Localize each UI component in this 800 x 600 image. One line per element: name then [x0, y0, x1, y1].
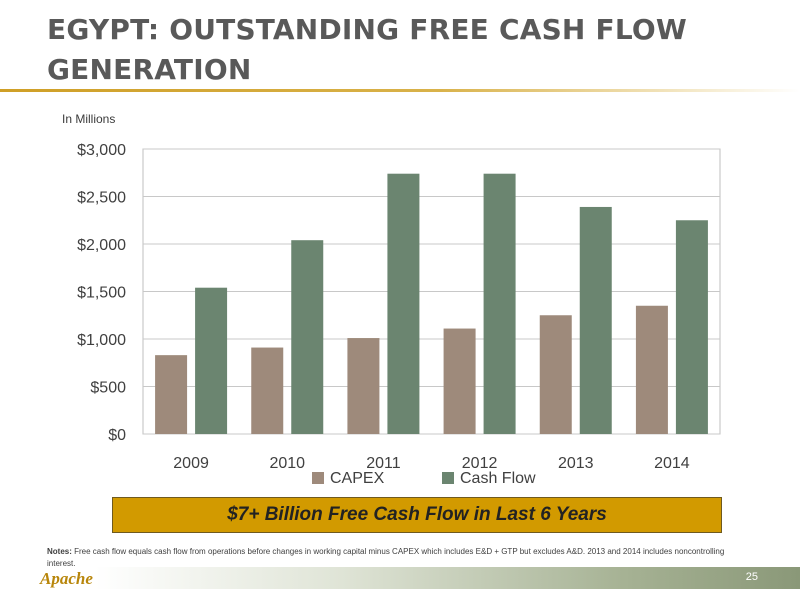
- footnote-text: Free cash flow equals cash flow from ope…: [47, 547, 725, 568]
- footnote: Notes: Free cash flow equals cash flow f…: [47, 546, 747, 570]
- x-tick-label: 2010: [269, 455, 305, 472]
- bar-cash-flow-2012: [483, 173, 516, 434]
- y-tick-label: $1,000: [77, 332, 126, 349]
- legend-layer: CAPEX Cash Flow: [312, 470, 536, 487]
- apache-logo: Apache: [40, 569, 93, 588]
- axis-layer: $0 $500 $1,000 $1,500 $2,000 $2,500 $3,000 2009…: [77, 142, 690, 472]
- x-tick-label: 2014: [654, 455, 690, 472]
- y-tick-label: $2,500: [77, 190, 126, 207]
- bars-layer: [155, 173, 708, 434]
- y-tick-label: $3,000: [77, 142, 126, 159]
- legend-swatch-capex: [312, 472, 324, 484]
- bar-cash-flow-2010: [291, 240, 324, 434]
- legend-label-capex: CAPEX: [330, 470, 385, 487]
- legend-swatch-cash-flow: [442, 472, 454, 484]
- x-tick-label: 2009: [173, 455, 209, 472]
- bar-cash-flow-2013: [579, 206, 612, 434]
- title-underline: [0, 89, 800, 92]
- bar-capex-2010: [251, 347, 284, 434]
- grid-layer: [142, 148, 721, 435]
- y-tick-label: $1,500: [77, 285, 126, 302]
- x-tick-label: 2013: [558, 455, 594, 472]
- x-tick-label: 2011: [366, 455, 401, 472]
- bar-cash-flow-2009: [195, 287, 228, 434]
- bar-capex-2009: [155, 355, 188, 434]
- bar-capex-2013: [539, 315, 572, 434]
- y-tick-label: $0: [108, 427, 126, 444]
- bar-chart: $0 $500 $1,000 $1,500 $2,000 $2,500 $3,000 2009…: [77, 142, 721, 487]
- callout-banner: $7+ Billion Free Cash Flow in Last 6 Yea…: [112, 497, 722, 533]
- footer-bar: [95, 567, 800, 589]
- bar-cash-flow-2011: [387, 173, 420, 434]
- footnote-label: Notes:: [47, 547, 72, 556]
- x-tick-label: 2012: [462, 455, 498, 472]
- slide-title: EGYPT: OUTSTANDING FREE CASH FLOW GENERA…: [47, 13, 687, 86]
- units-label: In Millions: [62, 112, 116, 126]
- y-tick-label: $2,000: [77, 237, 126, 254]
- bar-capex-2014: [635, 305, 668, 434]
- bar-cash-flow-2014: [675, 220, 708, 434]
- legend-label-cash-flow: Cash Flow: [460, 470, 536, 487]
- y-tick-label: $500: [90, 380, 126, 397]
- bar-capex-2011: [347, 338, 380, 434]
- page-number: 25: [745, 571, 758, 583]
- bar-capex-2012: [443, 328, 476, 434]
